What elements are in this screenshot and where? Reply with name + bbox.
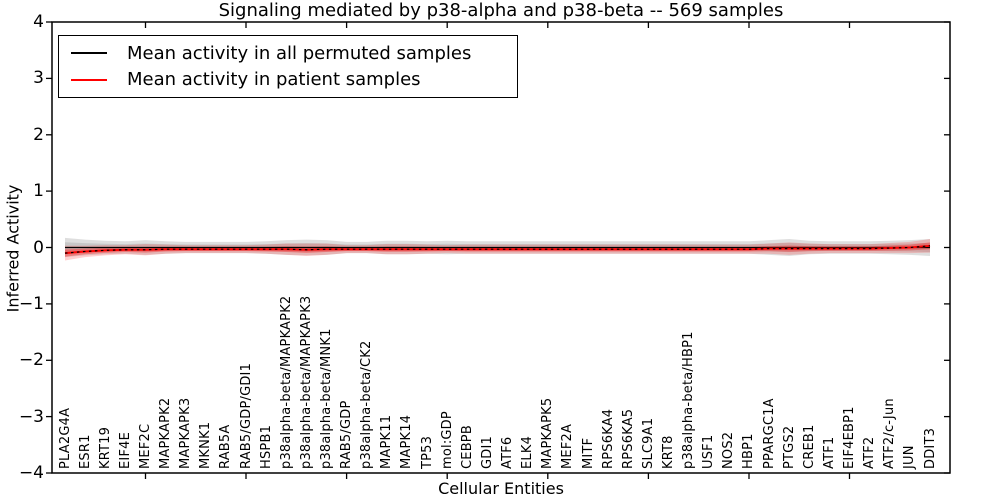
x-category-label: RAB5/GDP <box>339 400 355 470</box>
legend-item: Mean activity in patient samples <box>59 67 517 93</box>
x-category-label: KRT8 <box>660 435 676 469</box>
x-category-label: CEBPB <box>459 425 475 469</box>
x-category-label: EIF4EBP1 <box>842 406 858 469</box>
x-category-label: MEF2C <box>137 423 153 469</box>
x-category-label: MAPKAPK2 <box>158 397 174 469</box>
x-category-label: ELK4 <box>520 435 536 469</box>
y-tick-label: 0 <box>33 237 44 258</box>
legend: Mean activity in all permuted samples Mea… <box>58 35 518 98</box>
x-category-label: GDI1 <box>479 436 495 469</box>
x-category-label: PTGS2 <box>781 425 797 469</box>
x-category-label: p38alpha-beta/MAPKAPK2 <box>278 295 294 469</box>
x-category-label: MAPKAPK3 <box>178 397 194 469</box>
x-category-label: NOS2 <box>721 431 737 469</box>
x-category-label: RAB5A <box>218 424 234 469</box>
x-category-label: EIF4E <box>117 431 133 469</box>
y-tick-label: 3 <box>33 68 44 89</box>
x-category-label: ATF2 <box>862 436 878 469</box>
x-category-label: p38alpha-beta/MAPKAPK3 <box>298 295 314 469</box>
x-category-label: ATF1 <box>821 436 837 469</box>
x-category-label: p38alpha-beta/MNK1 <box>319 328 334 469</box>
x-category-label: ESR1 <box>77 434 93 469</box>
x-category-label: MEF2A <box>560 423 576 469</box>
y-tick-label: 1 <box>33 181 44 202</box>
y-tick-label: 4 <box>33 12 44 32</box>
x-category-label: KRT19 <box>97 426 113 469</box>
x-category-label: MITF <box>580 437 596 469</box>
permuted-line-swatch <box>71 52 107 55</box>
x-category-label: ATF2/c-Jun <box>882 398 898 469</box>
legend-item: Mean activity in all permuted samples <box>59 40 517 66</box>
x-category-label: MAPK11 <box>379 414 395 469</box>
x-axis-label: Cellular Entities <box>438 479 564 498</box>
x-category-label: RPS6KA4 <box>600 408 616 469</box>
y-tick-label: −2 <box>18 350 44 371</box>
x-category-label: p38alpha-beta/CK2 <box>359 340 375 470</box>
legend-item-label: Mean activity in patient samples <box>127 69 421 91</box>
x-category-label: CREB1 <box>801 424 817 469</box>
legend-item-label: Mean activity in all permuted samples <box>127 42 472 64</box>
y-tick-label: −4 <box>18 463 44 483</box>
y-tick-label: 2 <box>33 124 44 145</box>
y-tick-label: −1 <box>18 293 44 314</box>
x-category-label: p38alpha-beta/HBP1 <box>681 331 697 469</box>
x-category-label: DDIT3 <box>922 427 938 469</box>
x-category-label: RPS6KA5 <box>620 408 636 469</box>
x-category-label: MAPK14 <box>399 414 415 469</box>
x-category-label: PLA2G4A <box>57 407 73 469</box>
x-category-label: TP53 <box>419 435 435 469</box>
x-category-label: USF1 <box>701 434 717 469</box>
y-tick-label: −3 <box>18 406 44 427</box>
patient-line-swatch <box>71 78 107 81</box>
x-category-label: MAPKAPK5 <box>540 397 556 469</box>
x-category-label: ATF6 <box>500 436 516 469</box>
x-category-label: JUN <box>902 445 918 469</box>
x-category-label: HBP1 <box>741 433 757 469</box>
x-category-label: PPARGC1A <box>761 398 777 469</box>
chart-title: Signaling mediated by p38-alpha and p38-… <box>218 0 784 21</box>
x-category-label: RAB5/GDP/GDI1 <box>238 362 254 469</box>
x-category-label: mol:GDP <box>439 411 455 469</box>
patient-dashed-overlay <box>64 245 931 254</box>
x-category-label: SLC9A1 <box>640 417 656 469</box>
x-category-label: HSPB1 <box>258 424 274 469</box>
x-category-label: MKNK1 <box>198 421 214 469</box>
